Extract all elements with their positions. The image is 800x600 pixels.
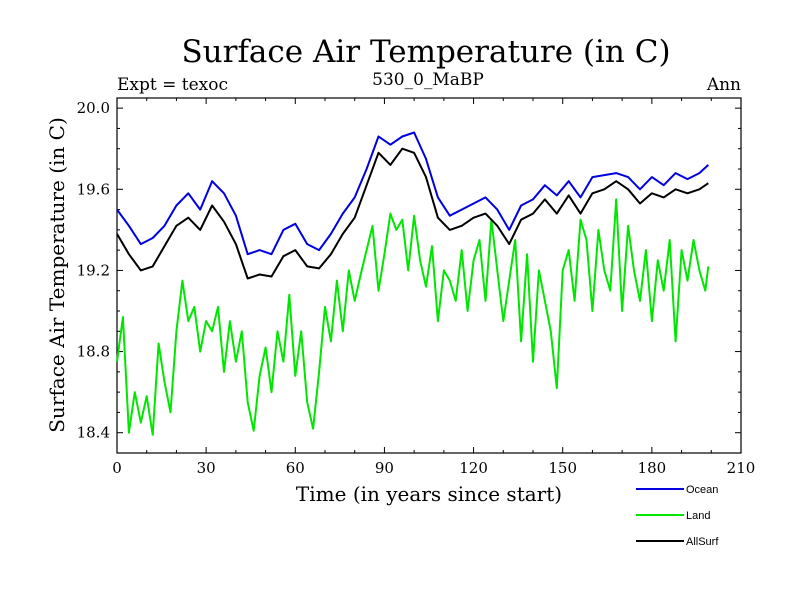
x-tick-label: 120 xyxy=(459,459,488,477)
plot-area: 0 30 60 90 120 150 180 210 18.4 18.8 19.2 19.6 20.0 xyxy=(77,97,755,477)
x-tick-label: 30 xyxy=(197,459,216,477)
series-line-ocean xyxy=(116,131,709,256)
y-tick-label: 20.0 xyxy=(77,99,110,117)
y-tick-label: 19.6 xyxy=(77,180,110,198)
y-tick-label: 18.8 xyxy=(77,343,110,361)
subtitle-center: 530_0_MaBP xyxy=(372,70,484,90)
series-line-allsurf xyxy=(116,147,709,280)
x-tick-label: 210 xyxy=(727,459,756,477)
legend: Ocean Land AllSurf xyxy=(636,484,719,548)
x-tick-label: 0 xyxy=(112,459,122,477)
x-axis-label: Time (in years since start) xyxy=(296,482,562,506)
series-lines xyxy=(116,131,710,436)
subtitle-right: Ann xyxy=(706,75,741,95)
y-tick-label: 19.2 xyxy=(77,261,110,279)
legend-label-ocean: Ocean xyxy=(686,484,718,496)
legend-label-allsurf: AllSurf xyxy=(686,536,719,548)
x-tick-label: 60 xyxy=(286,459,305,477)
x-tick-label: 180 xyxy=(638,459,667,477)
legend-label-land: Land xyxy=(686,510,710,522)
x-axis: 0 30 60 90 120 150 180 210 xyxy=(112,98,755,477)
y-axis-label: Surface Air Temperature (in C) xyxy=(45,117,69,433)
y-tick-label: 18.4 xyxy=(77,424,110,442)
chart-title: Surface Air Temperature (in C) xyxy=(181,34,670,70)
series-line-land xyxy=(116,198,710,436)
x-tick-label: 90 xyxy=(375,459,394,477)
subtitle-left: Expt = texoc xyxy=(117,75,228,95)
x-tick-label: 150 xyxy=(548,459,577,477)
y-axis: 18.4 18.8 19.2 19.6 20.0 xyxy=(77,99,741,442)
plot-frame xyxy=(116,97,742,454)
